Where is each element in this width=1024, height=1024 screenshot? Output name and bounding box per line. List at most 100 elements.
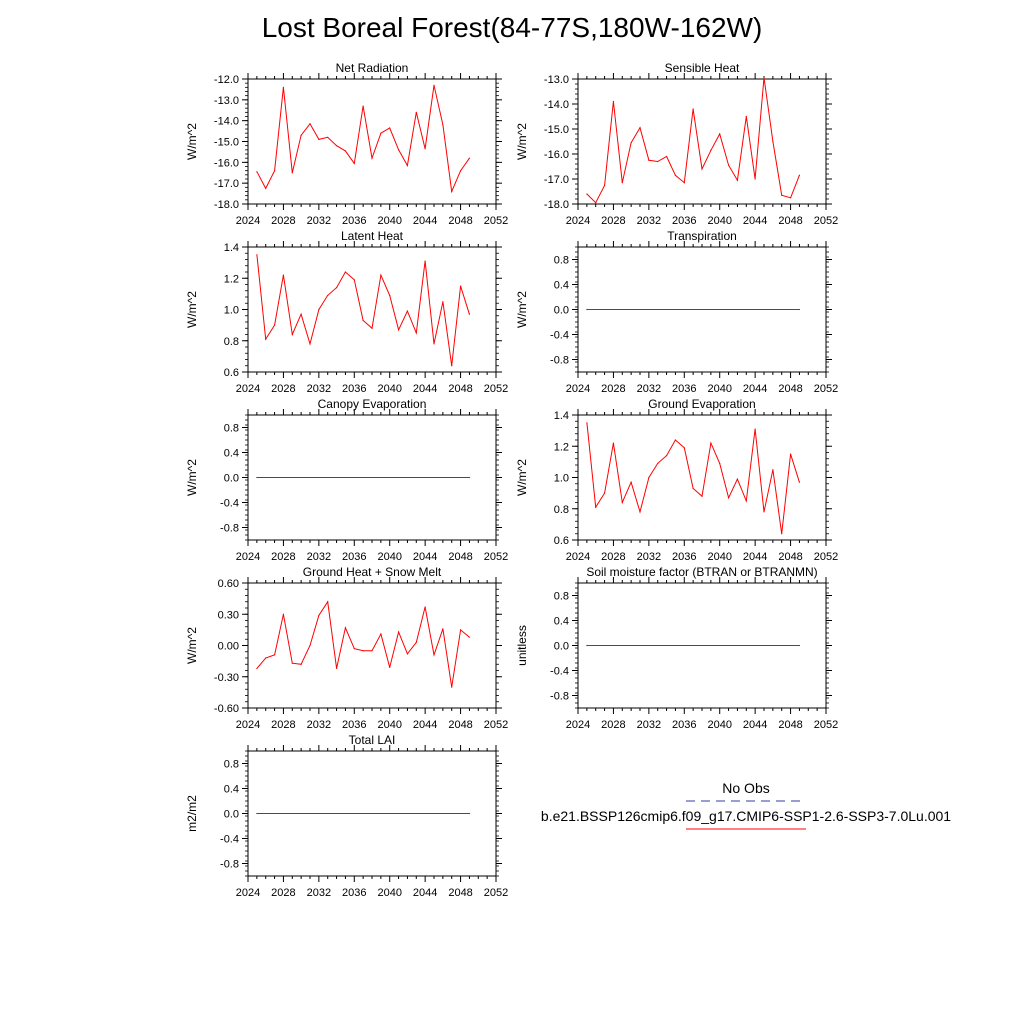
panel-ground-heat-snow-melt-data-point bbox=[433, 654, 435, 656]
panel-latent-heat-data-point bbox=[300, 313, 302, 315]
panel-net-radiation-series-line bbox=[256, 85, 470, 194]
panel-latent-heat-data-point bbox=[282, 274, 285, 276]
panel-sensible-heat-data-point bbox=[719, 133, 721, 135]
panel-total-lai-ytick-label: -0.4 bbox=[220, 834, 239, 846]
panel-sensible-heat-series-line bbox=[586, 77, 800, 204]
panel-ground-evaporation-data-point bbox=[745, 500, 747, 502]
panel-soil-moisture-factor-btran-or-btranmn-ytick-label: 0.0 bbox=[554, 641, 569, 653]
panel-net-radiation: 2024 2028 2032 2036 2040 2044 2048 2052 -18.0 -17… bbox=[185, 61, 508, 227]
panel-ground-evaporation-title: Ground Evaporation bbox=[648, 397, 755, 411]
panel-ground-heat-snow-melt-data-point bbox=[335, 667, 338, 670]
panel-total-lai-xtick-label: 2024 bbox=[236, 887, 260, 899]
panel-latent-heat-xtick-label: 2048 bbox=[448, 383, 472, 395]
panel-transpiration-xtick-label: 2036 bbox=[672, 383, 696, 395]
panel-net-radiation-frame bbox=[247, 78, 497, 205]
panel-net-radiation-data-point bbox=[397, 149, 400, 151]
panel-transpiration-ytick-label: 0.8 bbox=[554, 255, 569, 267]
panel-net-radiation-title: Net Radiation bbox=[336, 61, 409, 75]
panel-canopy-evaporation-ytick-label: 0.8 bbox=[224, 423, 239, 435]
panel-ground-heat-snow-melt-xtick-label: 2040 bbox=[377, 719, 401, 731]
panel-transpiration-ytick-label: -0.4 bbox=[550, 330, 569, 342]
panel-sensible-heat-data-point bbox=[630, 142, 632, 144]
panel-sensible-heat-ylabel: W/m^2 bbox=[515, 123, 529, 160]
panel-ground-evaporation-data-point bbox=[595, 506, 597, 508]
panel-ground-evaporation-data-point bbox=[736, 478, 739, 480]
panel-ground-heat-snow-melt-data-point bbox=[300, 663, 302, 665]
panel-ground-evaporation-ytick-label: 0.6 bbox=[554, 535, 569, 547]
panel-net-radiation-xtick-label: 2044 bbox=[413, 215, 437, 227]
panel-total-lai: 2024 2028 2032 2036 2040 2044 2048 2052 -0.8 -0.4… bbox=[185, 733, 508, 899]
panel-sensible-heat-ytick-label: -18.0 bbox=[544, 199, 569, 211]
panel-ground-evaporation-data-point bbox=[763, 511, 765, 513]
panel-ground-evaporation-data-point bbox=[586, 422, 588, 424]
panel-sensible-heat-data-point bbox=[781, 194, 783, 196]
panel-latent-heat-series-line bbox=[256, 254, 470, 366]
panel-ground-evaporation-data-point bbox=[772, 469, 774, 471]
panel-ground-evaporation-xtick-label: 2040 bbox=[707, 551, 731, 563]
panel-latent-heat-data-point bbox=[451, 365, 453, 367]
panel-ground-evaporation-data-point bbox=[719, 462, 721, 465]
panel-net-radiation-data-point bbox=[273, 170, 276, 172]
panel-latent-heat-xtick-label: 2032 bbox=[307, 383, 331, 395]
panel-canopy-evaporation: 2024 2028 2032 2036 2040 2044 2048 2052 -0.8 -0.4… bbox=[185, 397, 508, 563]
panel-net-radiation-data-point bbox=[291, 172, 293, 174]
panel-canopy-evaporation-ytick-label: -0.4 bbox=[220, 498, 239, 510]
panel-soil-moisture-factor-btran-or-btranmn-ytick-label: 0.4 bbox=[554, 616, 569, 628]
panel-latent-heat: 2024 2028 2032 2036 2040 2044 2048 2052 0.6 0.8 1.… bbox=[185, 229, 508, 395]
panel-sensible-heat-ytick-label: -15.0 bbox=[544, 124, 569, 136]
panel-soil-moisture-factor-btran-or-btranmn-xtick-label: 2028 bbox=[601, 719, 625, 731]
panel-latent-heat-data-point bbox=[397, 329, 400, 331]
panel-ground-heat-snow-melt-xtick-label: 2048 bbox=[448, 719, 472, 731]
panel-ground-heat-snow-melt-data-point bbox=[318, 614, 320, 616]
panel-net-radiation-data-point bbox=[309, 123, 311, 125]
panel-latent-heat-data-point bbox=[415, 332, 417, 334]
panel-net-radiation-xtick-label: 2024 bbox=[236, 215, 260, 227]
panel-net-radiation-data-point bbox=[442, 124, 444, 126]
panel-latent-heat-data-point bbox=[256, 254, 258, 256]
panel-ground-evaporation-data-point bbox=[692, 487, 694, 490]
page-title: Lost Boreal Forest(84-77S,180W-162W) bbox=[261, 12, 763, 43]
panel-sensible-heat-ytick-label: -16.0 bbox=[544, 149, 569, 161]
panel-transpiration-ytick-label: 0.4 bbox=[554, 280, 569, 292]
panel-ground-evaporation-data-point bbox=[630, 481, 632, 483]
panel-sensible-heat-xtick-label: 2052 bbox=[814, 215, 838, 227]
panel-latent-heat-ytick-label: 0.6 bbox=[224, 367, 239, 379]
panel-ground-heat-snow-melt-data-point bbox=[459, 629, 462, 631]
panel-ground-evaporation-data-point bbox=[648, 476, 650, 479]
panel-transpiration-ytick-label: -0.8 bbox=[550, 355, 569, 367]
panel-total-lai-xtick-label: 2052 bbox=[484, 887, 508, 899]
panel-canopy-evaporation-xtick-label: 2044 bbox=[413, 551, 437, 563]
panel-ground-evaporation-data-point bbox=[710, 442, 712, 444]
panel-ground-heat-snow-melt-data-point bbox=[424, 606, 426, 608]
panel-soil-moisture-factor-btran-or-btranmn-ylabel: unitless bbox=[515, 625, 529, 666]
panel-ground-evaporation-data-point bbox=[727, 497, 730, 499]
panel-soil-moisture-factor-btran-or-btranmn-xtick-label: 2052 bbox=[814, 719, 838, 731]
panel-transpiration-xtick-label: 2024 bbox=[566, 383, 590, 395]
panel-soil-moisture-factor-btran-or-btranmn-ytick-label: -0.8 bbox=[550, 691, 569, 703]
panel-ground-heat-snow-melt-data-point bbox=[273, 654, 276, 656]
panel-net-radiation-data-point bbox=[265, 187, 267, 189]
panel-sensible-heat-data-point bbox=[648, 159, 650, 161]
panel-canopy-evaporation-xtick-label: 2036 bbox=[342, 551, 366, 563]
panel-ground-evaporation-ytick-label: 1.0 bbox=[554, 473, 569, 485]
panel-net-radiation-data-point bbox=[318, 138, 320, 141]
panel-soil-moisture-factor-btran-or-btranmn-xtick-label: 2032 bbox=[637, 719, 661, 731]
panel-ground-evaporation-data-point bbox=[754, 428, 756, 430]
panel-sensible-heat-xtick-label: 2044 bbox=[743, 215, 767, 227]
panel-total-lai-ytick-label: 0.4 bbox=[224, 784, 239, 796]
panel-canopy-evaporation-data-point bbox=[256, 476, 258, 479]
panel-canopy-evaporation-xtick-label: 2028 bbox=[271, 551, 295, 563]
panel-sensible-heat-data-point bbox=[657, 160, 659, 163]
panel-sensible-heat-data-point bbox=[595, 202, 597, 204]
panel-latent-heat-data-point bbox=[265, 338, 267, 340]
panel-ground-heat-snow-melt-xtick-label: 2028 bbox=[271, 719, 295, 731]
panel-ground-heat-snow-melt-xtick-label: 2036 bbox=[342, 719, 366, 731]
panel-ground-evaporation-ytick-label: 1.4 bbox=[554, 410, 569, 422]
panel-soil-moisture-factor-btran-or-btranmn-ytick-label: -0.4 bbox=[550, 666, 569, 678]
panel-soil-moisture-factor-btran-or-btranmn-title: Soil moisture factor (BTRAN or BTRANMN) bbox=[586, 565, 817, 579]
panel-net-radiation-ytick-label: -17.0 bbox=[214, 178, 239, 190]
panel-sensible-heat-data-point bbox=[710, 149, 712, 151]
panel-canopy-evaporation-ytick-label: 0.4 bbox=[224, 448, 239, 460]
panel-ground-evaporation-data-point bbox=[683, 447, 685, 449]
